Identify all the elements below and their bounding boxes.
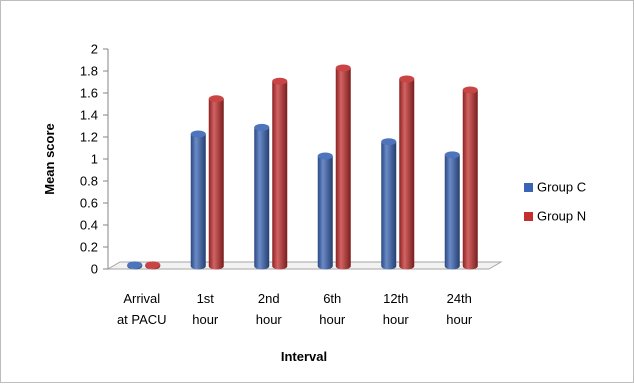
bar-body [208,98,224,270]
bar [254,123,270,270]
bar-top [208,95,224,103]
x-category-label: Arrival [123,291,160,306]
bar [399,75,415,270]
legend: Group C Group N [524,180,586,224]
x-axis-categories: Arrival at PACU 1st hour 2nd hour 6th hour 12th h… [117,291,473,327]
x-category-label: hour [446,312,473,327]
bar-body [190,134,206,270]
bar [208,95,224,270]
bar-top [145,261,161,269]
bar [272,77,288,270]
legend-swatch [524,183,533,192]
y-axis-title: Mean score [42,123,57,195]
x-category-label: 1st [197,291,215,306]
y-tick-label: 0.8 [80,174,98,189]
x-category-label: hour [192,312,219,327]
bar-body [444,154,460,270]
y-tick-label: 0.2 [80,240,98,255]
y-axis-ticks: 0 0.2 0.4 0.6 0.8 1 1.2 1.4 1.6 1.8 2 [80,42,108,277]
legend-label: Group N [537,209,586,224]
x-category-label: hour [319,312,346,327]
legend-label: Group C [537,180,586,195]
y-tick-label: 1.2 [80,130,98,145]
bar-top [190,130,206,138]
bar [444,151,460,270]
bar-top [317,152,333,160]
bar [381,138,397,270]
y-tick-label: 1.4 [80,108,98,123]
bar [462,86,478,270]
bar-top [272,77,288,85]
chart-floor [106,261,503,270]
bar-top [335,64,351,72]
bar [335,64,351,270]
y-tick-label: 1 [91,152,98,167]
bar-body [254,127,270,270]
bar-top [127,261,143,269]
x-category-label: hour [383,312,410,327]
y-tick-label: 0.4 [80,218,98,233]
bar [145,261,161,270]
x-category-label: 6th [323,291,341,306]
x-category-label: 12th [383,291,408,306]
bar-top [399,75,415,83]
bar-body [462,90,478,270]
bars [127,64,478,270]
y-tick-label: 2 [91,42,98,57]
bar-body [399,79,415,270]
y-tick-label: 1.8 [80,64,98,79]
x-category-label: hour [256,312,283,327]
bar [190,130,206,270]
x-category-label: 24th [447,291,472,306]
bar-body [317,156,333,270]
floor-plane [106,261,503,270]
y-tick-label: 1.6 [80,86,98,101]
x-axis-title: Interval [281,349,327,364]
y-tick-label: 0 [91,262,98,277]
legend-swatch [524,212,533,221]
bar-top [444,151,460,159]
bar [317,152,333,270]
bar-top [381,138,397,146]
bar-top [462,86,478,94]
bar-body [272,81,288,270]
y-tick-label: 0.6 [80,196,98,211]
bar [127,261,143,270]
x-category-label: 2nd [258,291,280,306]
bar-body [381,141,397,270]
bar-top [254,123,270,131]
bar-body [335,68,351,270]
x-category-label: at PACU [117,312,167,327]
